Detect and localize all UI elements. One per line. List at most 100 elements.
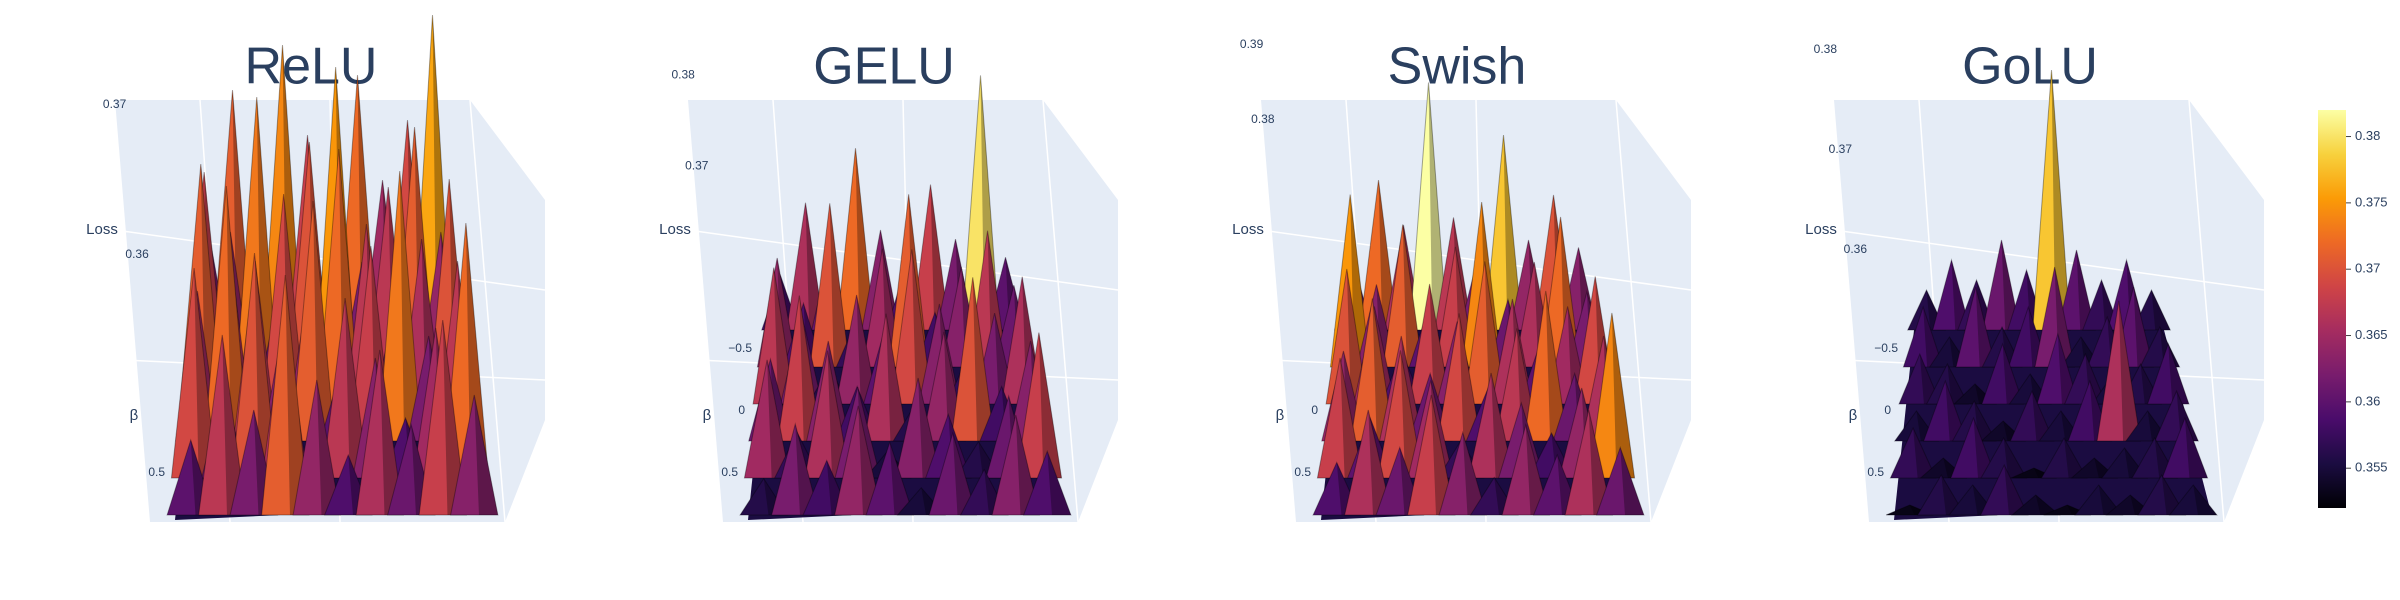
surface-spike [450,394,499,516]
surface-spike [863,313,909,442]
spike-shade [285,275,309,515]
spike-shade [2133,287,2154,367]
colorbar-tick-label: 0.37 [2355,261,2380,276]
spike-shade [994,313,1016,404]
y-tick-label: 0 [738,403,745,417]
surface-spike [1467,372,1515,479]
scene: Swish Loss β 0.38 0.39 0 0.5 [1232,37,1692,523]
surface-spike [770,422,820,516]
z-tick-label: 0.37 [1829,142,1853,156]
spike-shade [399,171,422,441]
surface-spike [292,379,341,516]
z-tick-label: 0.36 [125,247,149,261]
y-tick-label: 0.5 [1294,465,1311,479]
surface-spike [2010,494,2061,516]
spike-shade [1974,401,1996,441]
surface-spike [991,414,1041,516]
surface-spike [894,377,942,479]
surface-spike [1922,379,1968,442]
spike-shade [2004,465,2028,515]
surface-spike [261,274,310,516]
scene: GELU Loss β 0.37 0.38 −0.5 0 0.5 [659,38,1119,523]
spike-shade [1973,418,1997,478]
spike-shade [2168,344,2189,404]
surface-spike [198,334,247,516]
spike-shade [1491,373,1514,478]
scene: GoLU Loss β 0.36 0.37 0.38 −0.5 0 0.5 [1805,38,2265,523]
surface-spike [1595,445,1645,516]
chart-title: GoLU [1962,38,2098,96]
surface-spike [1955,286,1997,368]
spike-shade [930,184,950,330]
scene: ReLU Loss β 0.36 0.37 0.5 [86,14,546,523]
spike-shade [1400,350,1424,478]
surface-spike [1438,430,1488,516]
surface-spike [1950,416,1997,479]
spike-shade [1462,432,1487,515]
y-tick-label: 0 [1884,403,1891,417]
spike-shade [313,201,335,441]
pane-grid [1042,99,1079,523]
surface-spike [1932,258,1971,331]
spike-shade [1611,313,1635,478]
surface-spike [950,277,995,442]
pane-grid [2188,99,2225,523]
y-tick-label: 0 [1311,403,1318,417]
surface-spike [1981,342,2025,405]
colorbar-tick-label: 0.375 [2355,194,2388,209]
spike-shade [2064,438,2087,478]
spike-shade [1503,135,1523,330]
spike-shade [1913,428,1936,478]
spike-shade [886,313,908,441]
spike-shade [943,331,966,441]
spike-shade [889,442,914,515]
spike-shade [1402,224,1423,367]
surface-spike [1436,313,1482,442]
y-axis-label: β [1276,407,1285,424]
y-tick-label: −0.5 [1874,341,1898,355]
y-tick-label: 0.5 [148,465,165,479]
spike-shade [2035,495,2060,515]
z-axis-label: Loss [86,221,118,238]
spike-shade [799,295,822,441]
colorbar-tick-label: 0.365 [2355,327,2388,342]
surface-spike [2036,332,2080,405]
spike-shade [1428,82,1448,330]
spike-shade [2060,411,2083,441]
surface-spike [2131,288,2172,331]
spike-shade [1923,307,1943,367]
surface-spike [1022,449,1072,516]
surface-spike [865,440,915,516]
colorbar [2318,110,2346,508]
spike-shade [972,277,995,441]
surface-spike [2074,484,2124,516]
surface-spike [1898,352,1942,405]
y-axis-label: β [1849,407,1858,424]
spike-shade [1545,291,1568,441]
spike-shade [1947,364,1969,404]
z-tick-label: 0.36 [1844,242,1868,256]
spike-shade [829,203,850,367]
y-tick-label: 0.5 [721,465,738,479]
surface-spike [743,359,791,479]
y-tick-label: 0.5 [1867,465,1884,479]
spike-shade [474,395,498,515]
y-axis-label: β [130,407,139,424]
z-axis-label: Loss [1232,221,1264,238]
y-axis-label: β [703,407,712,424]
surface-spike [2137,474,2187,516]
spike-shade [2118,301,2141,441]
spike-shade [2032,391,2054,441]
z-tick-label: 0.39 [1240,37,1264,51]
spike-shade [2003,421,2025,441]
surface-spike [2040,436,2088,479]
colorbar-tick-label: 0.36 [2355,393,2380,408]
z-axis-label: Loss [1805,221,1837,238]
spike-shade [256,97,277,367]
surface-spike [928,431,978,516]
pane-grid [1615,99,1652,523]
spike-shade [855,148,875,330]
surface-spike [2161,416,2209,479]
surface-spike [2096,300,2142,442]
